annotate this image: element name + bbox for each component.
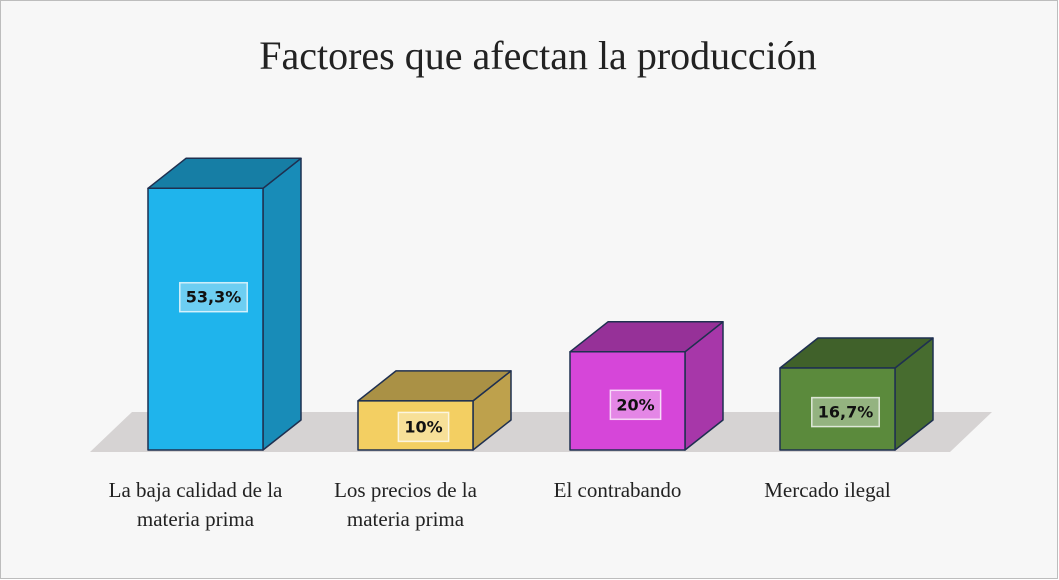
bar [779,337,934,451]
chart-title: Factores que afectan la producción [259,33,817,78]
value-label-box [397,411,450,443]
bar-front [357,400,474,451]
value-label: 16,7% [818,403,874,422]
bar-side [262,157,302,451]
value-label-box [178,281,249,313]
value-label-box [810,396,881,428]
value-label-box [609,389,662,421]
value-label: 53,3% [186,288,242,307]
x-tick-label: Mercado ilegal [764,478,891,502]
floor [90,412,992,452]
bar [569,321,724,451]
value-label: 20% [616,395,654,414]
bar-front [569,351,686,451]
x-tick-label: La baja calidad de la materia prima [108,478,283,531]
value-label: 10% [404,417,442,436]
bar-front [779,367,896,451]
bar-front [147,187,264,451]
bar [147,157,302,451]
x-tick-label: Los precios de la materia prima [334,478,477,531]
bar [357,370,512,451]
x-tick-label: El contrabando [553,478,682,502]
